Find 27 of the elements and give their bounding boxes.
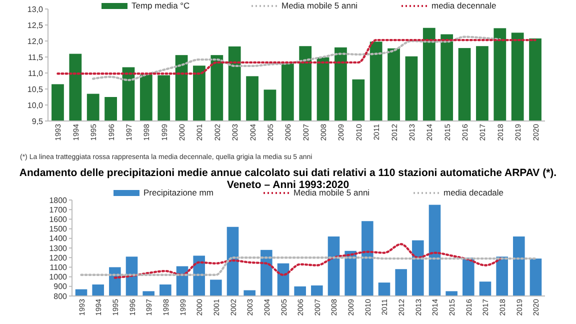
chart-title: Andamento delle precipitazioni medie annue calcolato sui dati relativi a 110 stazioni automatiche ARPAV (*). [19,167,557,179]
y-tick-label: 9,5 [32,116,44,126]
legend-label: media decadale [444,188,504,198]
legend-label: media decennale [432,0,497,11]
y-tick-label: 900 [54,282,68,292]
legend-label: Media mobile 5 anni [282,0,358,11]
y-tick-label: 1300 [49,244,68,253]
y-tick-label: 1100 [50,263,68,272]
y-tick-label: 11,0 [28,68,44,78]
legend-label: Precipitazione mm [144,188,214,198]
y-tick-label: 1800 [49,196,68,205]
y-tick-label: 13,0 [27,4,44,14]
y-tick-label: 1500 [49,224,68,234]
line-series [92,36,501,82]
y-tick-label: 1700 [49,205,68,214]
legend-label: Temp media °C [132,0,190,11]
line-series [114,243,504,279]
y-tick-label: 1000 [49,272,68,282]
y-tick-label: 800 [54,292,68,301]
y-tick-label: 10,5 [27,84,44,94]
y-tick-label: 1200 [49,253,68,262]
y-tick-label: 12,0 [27,36,44,46]
y-tick-label: 1600 [49,215,68,224]
y-tick-label: 11,5 [28,52,44,62]
y-tick-label: 10,0 [27,100,44,110]
y-tick-label: 1400 [49,234,68,244]
y-tick-label: 12,5 [27,20,44,30]
